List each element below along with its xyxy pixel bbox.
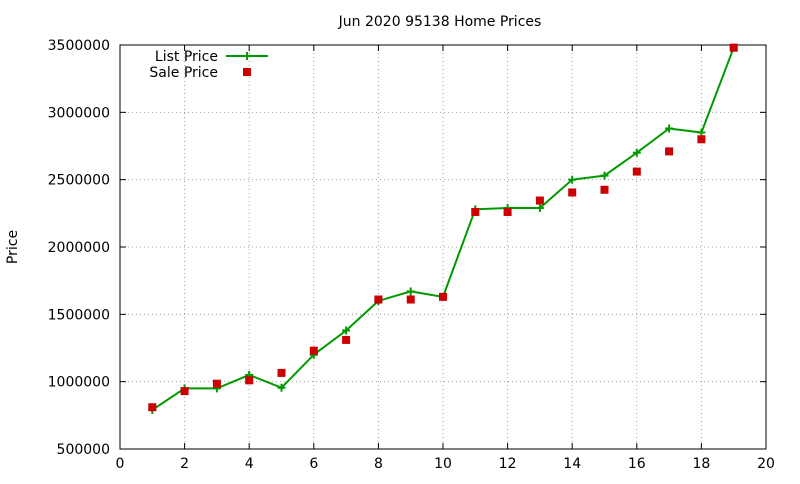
x-tick-label: 18	[692, 456, 710, 472]
sale-price-point	[665, 147, 674, 156]
list-price-point	[535, 203, 544, 212]
list-price-point	[568, 175, 577, 184]
sale-price-point	[374, 295, 383, 304]
sale-price-point	[406, 295, 415, 304]
y-tick-label: 500000	[57, 442, 110, 458]
sale-price-point	[600, 185, 609, 194]
list-price-point	[697, 128, 706, 137]
list-price-point	[406, 287, 415, 296]
y-tick-label: 2000000	[48, 240, 110, 256]
list-price-point	[632, 148, 641, 157]
y-tick-label: 3500000	[48, 38, 110, 54]
x-tick-label: 12	[499, 456, 517, 472]
sale-price-point	[148, 403, 157, 412]
sale-price-point	[503, 207, 512, 216]
axes: 0 2 4 6 8 10 12 14 16 18 20 500000 1000000 1500000 200…	[48, 38, 775, 472]
list-price-point	[277, 383, 286, 392]
list-price-point	[342, 326, 351, 335]
legend-label: List Price	[155, 49, 218, 65]
x-tick-label: 20	[757, 456, 775, 472]
sale-price-point	[632, 167, 641, 176]
x-tick-label: 0	[116, 456, 125, 472]
chart-title: Jun 2020 95138 Home Prices	[338, 14, 542, 30]
y-tick-label: 1500000	[48, 307, 110, 323]
x-tick-label: 6	[309, 456, 318, 472]
sale-price-point	[180, 387, 189, 396]
series-layer	[148, 43, 738, 414]
list-price-point	[600, 171, 609, 180]
x-tick-label: 14	[563, 456, 581, 472]
sale-price-point	[277, 368, 286, 377]
list-price-line	[151, 47, 735, 411]
x-tick-label: 16	[628, 456, 646, 472]
sale-price-point	[568, 188, 577, 197]
sale-price-point	[245, 376, 254, 385]
sale-price-point	[535, 196, 544, 205]
y-tick-label: 1000000	[48, 375, 110, 391]
x-tick-label: 4	[245, 456, 254, 472]
sale-price-point	[309, 346, 318, 355]
sale-price-point	[471, 207, 480, 216]
sale-price-point	[729, 43, 738, 52]
x-tick-label: 10	[434, 456, 452, 472]
legend-label: Sale Price	[149, 65, 218, 81]
list-price-point	[665, 124, 674, 133]
x-tick-label: 8	[374, 456, 383, 472]
sale-price-point	[342, 335, 351, 344]
legend-square-sample	[243, 68, 251, 76]
y-tick-label: 2500000	[48, 173, 110, 189]
sale-price-point	[212, 379, 221, 388]
sale-price-point	[697, 135, 706, 144]
sale-price-point	[439, 292, 447, 301]
y-axis-label: Price	[5, 230, 21, 264]
y-tick-label: 3000000	[48, 105, 110, 121]
x-tick-label: 2	[180, 456, 189, 472]
